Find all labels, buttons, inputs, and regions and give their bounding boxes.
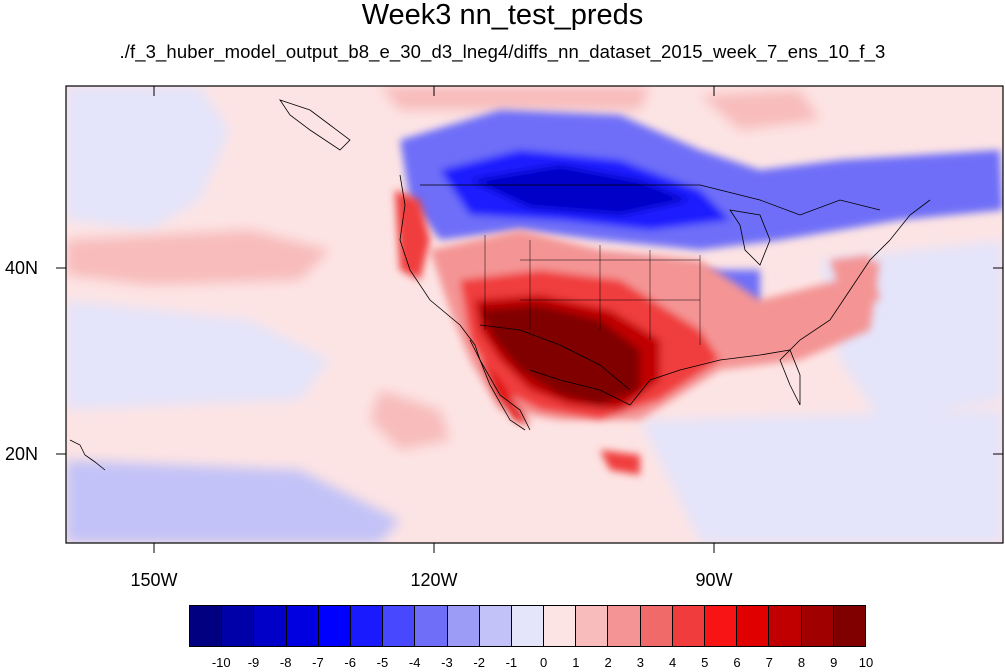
colorbar-label: 7 (765, 655, 773, 670)
colorbar-label: -4 (408, 655, 421, 670)
coastline-alaska (279, 99, 351, 151)
colorbar-box (705, 606, 738, 646)
colorbar-label: 5 (701, 655, 709, 670)
colorbar-box (544, 606, 577, 646)
field-blue-deep-core (470, 165, 690, 215)
lon-label-150w: 150W (130, 570, 178, 590)
colorbar-label: -3 (441, 655, 453, 670)
coastline-west (399, 174, 531, 431)
border-us-canada (420, 184, 881, 216)
colorbar-box (672, 606, 705, 646)
colorbar-box (350, 606, 384, 646)
coastline-gulf-east (529, 199, 931, 406)
chart-title: Week3 nn_test_preds (361, 0, 644, 31)
colorbar-label: -2 (473, 655, 485, 670)
colorbar-box (640, 606, 673, 646)
lon-label-120w: 120W (410, 570, 458, 590)
lon-label-90w: 90W (695, 570, 733, 590)
colorbar-box (447, 606, 480, 646)
field-red-canada (700, 90, 820, 130)
field-pale-blue-southeast (640, 410, 1003, 543)
great-lakes (729, 209, 771, 266)
colorbar-label: 6 (733, 655, 741, 670)
colorbar-box (576, 606, 609, 646)
colorbar-box (415, 606, 448, 646)
field-blue-southwest (66, 460, 400, 543)
field-red-eastcoast (830, 255, 880, 305)
colorbar-box (737, 606, 770, 646)
chart-subtitle: ./f_3_huber_model_output_b8_e_30_d3_lneg… (119, 41, 886, 62)
colorbar (189, 605, 866, 647)
colorbar-label: 3 (636, 655, 644, 670)
field-red-mexico (600, 450, 640, 475)
colorbar-box (833, 606, 865, 646)
state-borders (484, 235, 701, 345)
colorbar-box (801, 606, 834, 646)
coastlines (69, 99, 931, 471)
colorbar-label: 2 (604, 655, 612, 670)
colorbar-label: 4 (668, 655, 677, 670)
plot-frame (65, 85, 1004, 544)
colorbar-label: -7 (312, 655, 324, 670)
coastline-baja (469, 339, 526, 431)
hawaii-islands (69, 439, 106, 471)
anomaly-field (66, 86, 1003, 543)
colorbar-box (190, 606, 223, 646)
colorbar-label: 1 (572, 655, 580, 670)
colorbar-box (222, 606, 255, 646)
tick-marks (56, 86, 1003, 553)
map-plot (56, 85, 1004, 553)
colorbar-box (769, 606, 802, 646)
colorbar-label: 0 (539, 655, 548, 670)
colorbar-label: 8 (797, 655, 806, 670)
field-pale-blue-northwest (66, 86, 230, 230)
colorbar-box (511, 606, 545, 646)
colorbar-label: -5 (376, 655, 389, 670)
field-red-baja (480, 360, 530, 425)
colorbar-label: 10 (858, 655, 874, 670)
lat-label-20n: 20N (4, 444, 38, 464)
field-red-north (380, 86, 650, 110)
field-pale-blue-west (66, 300, 330, 410)
colorbar-label: -10 (211, 655, 231, 670)
colorbar-box (479, 606, 512, 646)
field-red-blob-pacific (370, 390, 450, 450)
border-us-mexico (479, 324, 631, 391)
colorbar-box (254, 606, 287, 646)
colorbar-label: -9 (247, 655, 260, 670)
colorbar-box (286, 606, 319, 646)
colorbar-label: -1 (505, 655, 518, 670)
colorbar-label: -6 (344, 655, 356, 670)
colorbar-box (608, 606, 641, 646)
colorbar-label: -8 (279, 655, 292, 670)
colorbar-label: 9 (830, 655, 838, 670)
colorbar-box (383, 606, 416, 646)
lat-label-40n: 40N (4, 258, 38, 278)
colorbar-box (318, 606, 351, 646)
field-red-band-pacific (66, 230, 330, 285)
